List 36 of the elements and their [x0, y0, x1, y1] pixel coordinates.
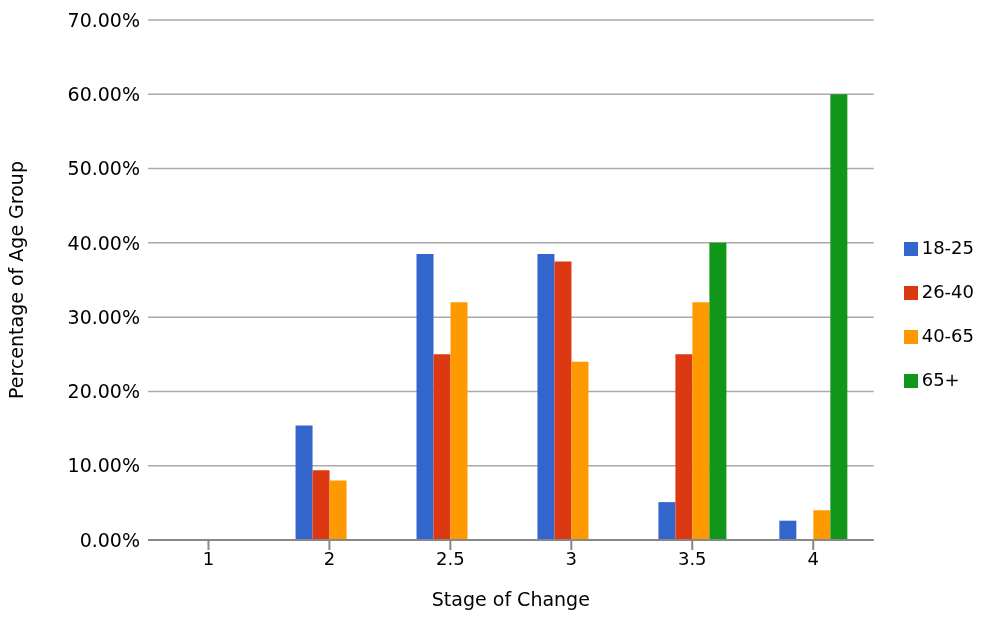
legend-label: 65+	[921, 369, 960, 390]
bar	[779, 520, 797, 540]
x-tick-label: 3.5	[677, 547, 707, 569]
legend-label: 26-40	[921, 281, 974, 302]
bar	[813, 510, 831, 540]
bar	[692, 302, 710, 540]
y-tick-label: 50.00%	[67, 157, 140, 180]
bar	[295, 425, 313, 540]
y-tick-label: 0.00%	[79, 528, 140, 551]
legend-label: 40-65	[921, 325, 974, 346]
bar	[830, 94, 848, 540]
bar	[450, 302, 468, 540]
bar	[554, 261, 572, 540]
y-tick-label: 30.00%	[67, 305, 140, 328]
y-tick-label: 60.00%	[67, 83, 140, 106]
bar	[709, 242, 727, 540]
x-tick-label: 4	[807, 547, 819, 569]
bar	[658, 502, 676, 540]
bar	[329, 480, 347, 540]
bar	[433, 354, 451, 540]
y-tick-label: 10.00%	[67, 454, 140, 477]
x-tick-label: 1	[202, 547, 215, 569]
x-axis-title: Stage of Change	[431, 588, 590, 610]
x-tick-label: 2.5	[436, 547, 465, 569]
bar	[537, 254, 555, 540]
y-tick-label: 40.00%	[67, 231, 140, 254]
y-axis-title: Percentage of Age Group	[4, 161, 27, 399]
x-tick-label: 3	[565, 547, 578, 569]
legend-label: 18-25	[921, 237, 974, 258]
bar	[312, 470, 330, 540]
y-tick-label: 20.00%	[67, 380, 140, 403]
y-tick-label: 70.00%	[67, 8, 140, 31]
bar	[571, 361, 589, 540]
bar	[675, 354, 693, 540]
x-tick-label: 2	[323, 547, 336, 569]
bar	[416, 254, 434, 540]
